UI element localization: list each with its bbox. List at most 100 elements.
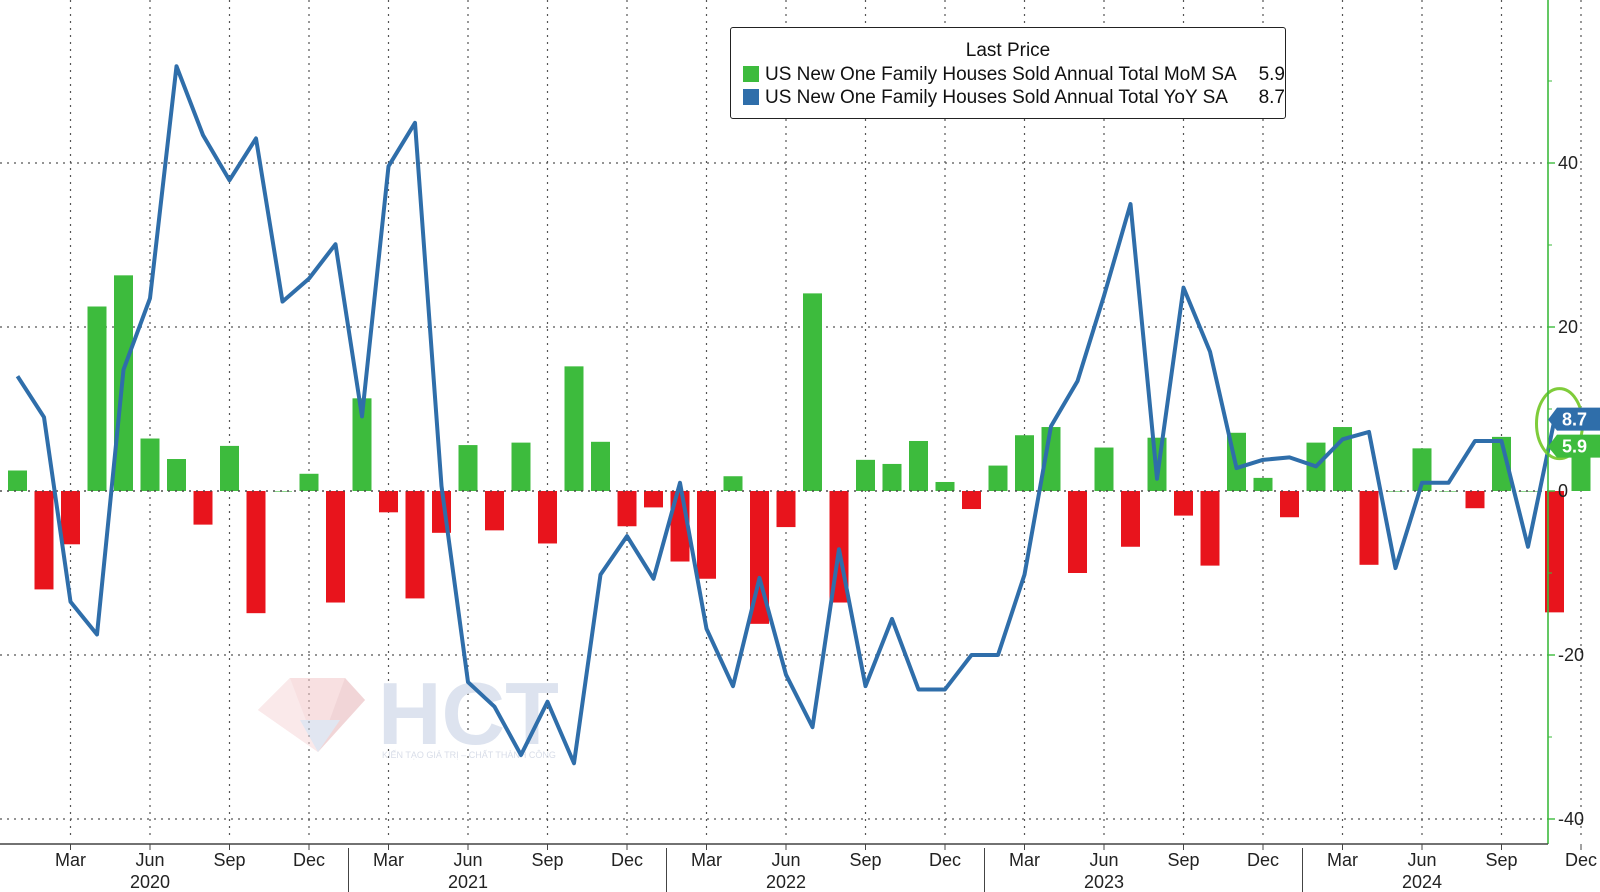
y-tick-label: 0 xyxy=(1558,481,1568,501)
x-year-label: 2022 xyxy=(766,872,806,892)
x-tick-label: Sep xyxy=(213,850,245,870)
bar xyxy=(87,306,107,491)
bar xyxy=(697,491,716,579)
bar xyxy=(299,473,319,491)
bar xyxy=(220,445,239,491)
x-tick-label: Sep xyxy=(1485,850,1517,870)
gridlines xyxy=(0,0,1582,840)
x-tick-label: Sep xyxy=(849,850,881,870)
legend-entry-yoy: US New One Family Houses Sold Annual Tot… xyxy=(743,87,1285,109)
x-tick-label: Dec xyxy=(1247,850,1279,870)
callout-tag xyxy=(1548,407,1600,431)
x-tick-label: Mar xyxy=(1327,850,1358,870)
x-axis-ticks: Mar Jun Sep Dec Mar Jun Sep Dec Mar Jun Sep Dec Mar J… xyxy=(55,844,1597,892)
bar xyxy=(1386,491,1405,492)
bar xyxy=(1359,491,1379,565)
x-tick-label: Jun xyxy=(453,850,482,870)
callout-value: 5.9 xyxy=(1562,437,1587,457)
x-tick-label: Mar xyxy=(1009,850,1040,870)
x-tick-label: Mar xyxy=(691,850,722,870)
bar xyxy=(246,491,266,614)
bar xyxy=(1465,491,1485,509)
bar xyxy=(61,491,80,545)
bar xyxy=(617,491,637,527)
legend-entry-mom: US New One Family Houses Sold Annual Tot… xyxy=(743,64,1285,86)
bar xyxy=(405,491,425,599)
legend-value-yoy: 8.7 xyxy=(1258,87,1285,108)
bar xyxy=(1200,491,1220,566)
x-year-label: 2024 xyxy=(1402,872,1442,892)
x-tick-label: Dec xyxy=(1565,850,1597,870)
bar xyxy=(326,491,345,603)
y-tick-label: -20 xyxy=(1558,645,1584,665)
y-tick-label: -40 xyxy=(1558,809,1584,829)
watermark-subtitle: KIẾN TẠO GIÁ TRỊ – CHẤT THÀNH CÔNG xyxy=(382,750,556,760)
bar xyxy=(352,398,372,491)
bar xyxy=(935,481,955,491)
bar xyxy=(882,463,902,491)
x-tick-label: Jun xyxy=(1407,850,1436,870)
bar xyxy=(776,491,796,528)
watermark: HCT KIẾN TẠO GIÁ TRỊ – CHẤT THÀNH CÔNG xyxy=(258,664,559,763)
bar xyxy=(1015,435,1034,491)
bar xyxy=(167,459,186,491)
legend-swatch-yoy xyxy=(743,89,759,105)
x-year-label: 2021 xyxy=(448,872,488,892)
bar xyxy=(273,491,292,492)
legend-value-mom: 5.9 xyxy=(1258,64,1285,85)
y-axis-ticks: 40 20 0 -20 -40 xyxy=(1548,80,1584,829)
bar xyxy=(485,491,504,531)
legend-label-yoy: US New One Family Houses Sold Annual Tot… xyxy=(765,87,1228,108)
x-tick-label: Dec xyxy=(611,850,643,870)
callout-value: 8.7 xyxy=(1562,410,1587,430)
line-series xyxy=(15,64,1584,766)
bar xyxy=(909,440,928,491)
axes xyxy=(0,0,1549,845)
bar xyxy=(193,491,213,525)
bar xyxy=(856,459,875,491)
x-tick-label: Dec xyxy=(929,850,961,870)
x-year-label: 2023 xyxy=(1084,872,1124,892)
y-tick-label: 20 xyxy=(1558,317,1578,337)
x-tick-label: Sep xyxy=(1167,850,1199,870)
bar xyxy=(1412,448,1432,491)
bar xyxy=(140,438,160,491)
bar xyxy=(1174,491,1193,516)
x-tick-label: Sep xyxy=(531,850,563,870)
legend-label-mom: US New One Family Houses Sold Annual Tot… xyxy=(765,64,1237,85)
x-tick-label: Jun xyxy=(1089,850,1118,870)
legend-title: Last Price xyxy=(965,40,1051,61)
bar xyxy=(988,465,1008,491)
watermark-logo xyxy=(258,678,365,752)
callout-tag xyxy=(1548,434,1600,458)
bar xyxy=(962,491,981,510)
x-tick-label: Jun xyxy=(771,850,800,870)
bar xyxy=(1068,491,1087,573)
bar xyxy=(564,366,584,491)
bar xyxy=(1280,491,1299,518)
bar xyxy=(591,441,610,491)
bar xyxy=(1492,436,1511,491)
bar-series xyxy=(8,275,1591,624)
x-year-label: 2020 xyxy=(130,872,170,892)
legend: Last Price US New One Family Houses Sold… xyxy=(730,27,1286,119)
bar xyxy=(1253,477,1273,491)
bar xyxy=(458,445,478,491)
y-tick-label: 40 xyxy=(1558,153,1578,173)
bar xyxy=(511,442,531,491)
yoy-line xyxy=(15,64,1557,766)
x-tick-label: Jun xyxy=(135,850,164,870)
x-tick-label: Mar xyxy=(55,850,86,870)
bar xyxy=(644,491,663,508)
bar xyxy=(8,470,27,491)
x-tick-label: Dec xyxy=(293,850,325,870)
bar xyxy=(723,476,743,491)
legend-swatch-mom xyxy=(743,66,759,82)
bar xyxy=(1121,491,1140,547)
bar xyxy=(379,491,398,513)
bar xyxy=(1545,491,1564,613)
bar xyxy=(538,491,557,544)
bar xyxy=(34,491,54,590)
last-value-callouts: 8.75.9 xyxy=(1548,407,1600,458)
